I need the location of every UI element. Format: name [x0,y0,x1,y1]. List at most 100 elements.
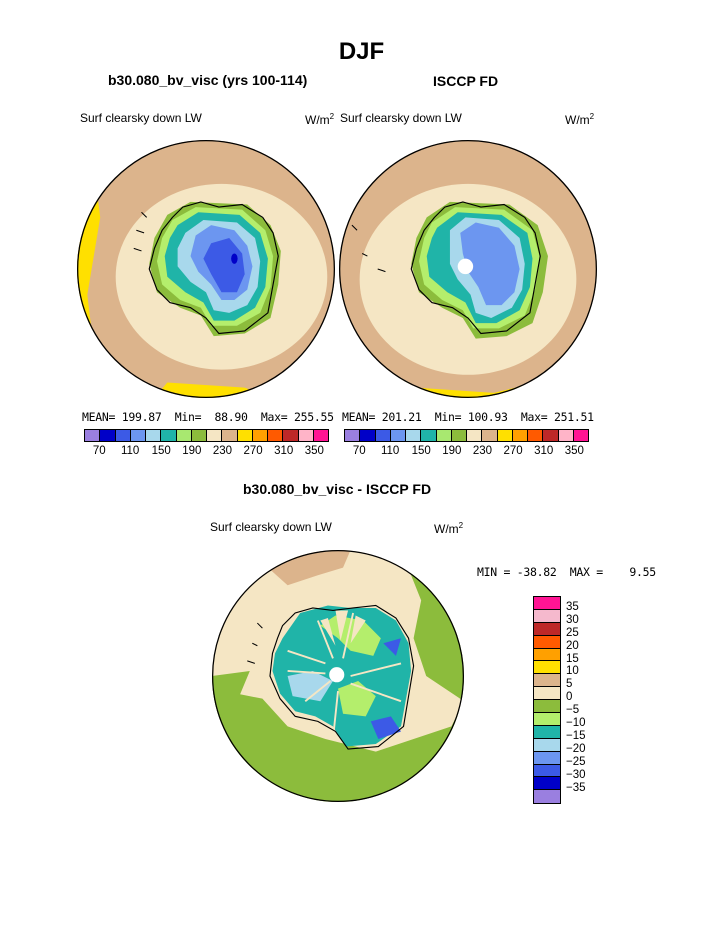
obs-colorbar-swatch [451,430,467,441]
obs-colorbar-labels: 70 110 150 190 230 270 310 350 [344,445,589,459]
obs-panel-title: ISCCP FD [433,73,499,89]
diff-colorbar-swatch [534,764,560,778]
obs-colorbar-tick-label: 110 [380,445,400,457]
diff-colorbar-tick-label: 0 [566,691,573,704]
diff-colorbar-swatch [534,597,560,610]
diff-colorbar-swatch [534,661,560,675]
diff-colorbar-swatch [534,648,560,662]
model-colorbar-swatch [146,430,162,441]
obs-mean-value: 201.21 [381,410,422,424]
obs-colorbar-swatch [543,430,559,441]
diff-colorbar-tick-label: 35 [566,600,579,613]
diff-colorbar-tick-label: 15 [566,652,579,665]
obs-min-label: Min= [434,410,462,424]
model-colorbar-labels: 70 110 150 190 230 270 310 350 [84,445,329,459]
obs-colorbar-swatch [421,430,437,441]
obs-colorbar-tick-label: 190 [442,445,462,457]
diff-colorbar-swatch [534,777,560,791]
model-min-value: 88.90 [214,410,248,424]
model-map [77,140,335,398]
diff-colorbar-swatch [534,609,560,623]
model-colorbar-swatch [298,430,314,441]
obs-colorbar-tick-label: 350 [564,445,584,457]
diff-colorbar-swatch [534,738,560,752]
diff-colorbar [533,596,561,805]
obs-units: W/m2 [565,112,595,127]
diff-colorbar-tick-label: 25 [566,626,579,639]
obs-colorbar-tick-label: 230 [472,445,492,457]
obs-mean-label: MEAN= [342,410,376,424]
diff-colorbar-swatch [534,713,560,726]
model-panel-title: b30.080_bv_visc (yrs 100-114) [108,72,308,88]
figure-title: DJF [338,38,385,65]
model-mean-value: 199.87 [121,410,162,424]
model-colorbar-swatch [207,430,223,441]
obs-colorbar [344,429,589,442]
diff-colorbar-tick-label: 20 [566,639,579,652]
obs-max-value: 251.51 [554,410,594,424]
obs-colorbar-swatch [497,430,513,441]
model-colorbar-swatch [222,430,238,441]
model-colorbar-swatch [130,430,146,441]
model-colorbar-tick-label: 110 [120,445,140,457]
diff-colorbar-tick-label: −25 [566,755,586,768]
obs-colorbar-swatch [528,430,544,441]
model-units: W/m2 [305,112,335,127]
model-colorbar-swatch [283,430,299,441]
model-variable-label: Surf clearsky down LW [80,111,202,125]
model-colorbar [84,429,329,442]
diff-colorbar-swatch [534,635,560,649]
model-colorbar-swatch [161,430,177,441]
model-colorbar-swatch [268,430,284,441]
diff-stats: MIN = -38.82 MAX = 9.55 [477,565,656,579]
model-max-value: 255.55 [294,410,334,424]
obs-colorbar-swatch [375,430,391,441]
diff-colorbar-swatch [534,751,560,765]
diff-colorbar-tick-label: −10 [566,717,586,729]
obs-variable-label: Surf clearsky down LW [340,111,462,125]
obs-colorbar-tick-label: 70 [352,445,366,457]
diff-units: W/m2 [434,521,464,536]
diff-colorbar-swatch [534,622,560,636]
obs-map [339,140,597,398]
obs-colorbar-swatch [573,430,588,441]
model-colorbar-swatch [100,430,116,441]
diff-colorbar-swatch [534,790,560,804]
obs-colorbar-swatch [467,430,483,441]
model-colorbar-swatch [191,430,207,441]
obs-colorbar-tick-label: 310 [534,445,554,457]
model-colorbar-swatch [252,430,268,441]
diff-colorbar-swatch [534,674,560,688]
diff-colorbar-swatch [534,687,560,701]
obs-colorbar-swatch [390,430,406,441]
obs-colorbar-swatch [345,430,361,441]
model-mean-label: MEAN= [82,410,116,424]
diff-panel-title: b30.080_bv_visc - ISCCP FD [243,481,432,497]
obs-colorbar-swatch [406,430,422,441]
obs-colorbar-swatch [558,430,574,441]
model-colorbar-tick-label: 230 [212,445,232,457]
obs-stats: MEAN= 201.21 Min= 100.93 Max= 251.51 [342,410,594,424]
diff-colorbar-tick-label: 10 [566,665,579,678]
diff-map [212,550,464,802]
diff-colorbar-swatch [534,725,560,739]
model-colorbar-swatch [313,430,328,441]
obs-max-label: Max= [520,410,548,424]
diff-colorbar-tick-label: −15 [566,729,586,742]
diff-colorbar-tick-label: 5 [566,678,573,691]
model-colorbar-tick-label: 70 [92,445,106,457]
diff-colorbar-swatch [534,700,560,714]
obs-colorbar-tick-label: 270 [503,445,523,457]
obs-colorbar-swatch [360,430,376,441]
diff-colorbar-tick-label: 30 [566,613,579,626]
model-colorbar-tick-label: 190 [182,445,202,457]
model-colorbar-tick-label: 270 [243,445,263,457]
obs-colorbar-swatch [482,430,498,441]
diff-variable-label: Surf clearsky down LW [210,520,332,534]
model-colorbar-swatch [115,430,131,441]
model-colorbar-tick-label: 310 [274,445,294,457]
model-colorbar-swatch [176,430,192,441]
model-colorbar-swatch [85,430,101,441]
obs-colorbar-swatch [436,430,452,441]
model-colorbar-tick-label: 150 [151,445,171,457]
